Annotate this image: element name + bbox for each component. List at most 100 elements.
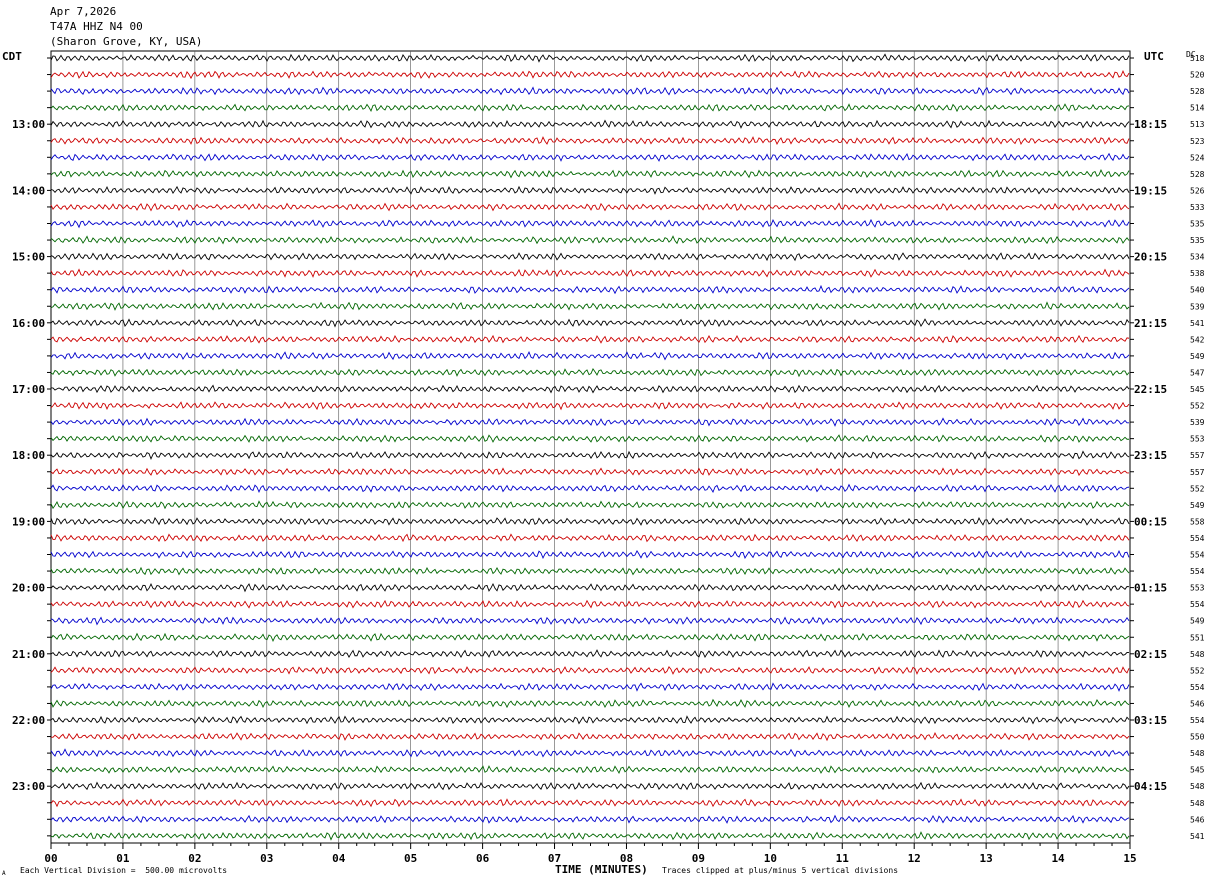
- left-hour-label: 17:00: [12, 383, 45, 396]
- trace-row: [50, 665, 1130, 676]
- dc-offset-value: 552: [1190, 484, 1205, 493]
- trace-row: [50, 86, 1130, 96]
- x-tick-label: 14: [1051, 852, 1065, 865]
- trace-row: [50, 599, 1130, 609]
- dc-offset-value: 526: [1190, 186, 1205, 195]
- dc-offset-value: 518: [1190, 54, 1205, 63]
- trace-row: [50, 103, 1130, 113]
- dc-offset-value: 533: [1190, 203, 1205, 212]
- right-hour-label: 04:15: [1134, 780, 1167, 793]
- x-tick-label: 13: [980, 852, 993, 865]
- dc-offset-value: 557: [1190, 451, 1205, 460]
- dc-offset-value: 541: [1190, 832, 1205, 841]
- x-tick-label: 10: [764, 852, 777, 865]
- trace-row: [50, 450, 1130, 461]
- trace-row: [50, 517, 1130, 526]
- dc-offset-value: 524: [1190, 153, 1205, 162]
- dc-offset-value: 540: [1190, 286, 1205, 295]
- trace-row: [50, 401, 1130, 411]
- dc-offset-value: 554: [1190, 567, 1205, 576]
- dc-offset-value: 558: [1190, 517, 1205, 526]
- dc-offset-value: 535: [1190, 236, 1205, 245]
- x-axis-title: TIME (MINUTES): [555, 863, 648, 876]
- trace-row: [50, 467, 1130, 477]
- x-tick-label: 09: [692, 852, 705, 865]
- dc-offset-value: 539: [1190, 302, 1205, 311]
- trace-row: [50, 781, 1130, 791]
- left-hour-label: 19:00: [12, 515, 45, 528]
- dc-offset-value: 547: [1190, 368, 1205, 377]
- dc-offset-value: 549: [1190, 501, 1205, 510]
- dc-offset-value: 554: [1190, 600, 1205, 609]
- trace-row: [50, 582, 1130, 593]
- trace-row: [50, 632, 1130, 643]
- dc-offset-value: 548: [1190, 650, 1205, 659]
- dc-offset-value: 548: [1190, 782, 1205, 791]
- clip-note: Traces clipped at plus/minus 5 vertical …: [662, 866, 899, 875]
- x-tick-label: 07: [548, 852, 561, 865]
- right-hour-label: 02:15: [1134, 648, 1167, 661]
- left-hour-label: 18:00: [12, 449, 45, 462]
- dc-offset-value: 550: [1190, 733, 1205, 742]
- left-hour-label: 14:00: [12, 184, 45, 197]
- trace-row: [50, 235, 1130, 245]
- trace-row: [50, 715, 1130, 725]
- right-timezone: UTC: [1144, 50, 1164, 63]
- x-tick-label: 08: [620, 852, 633, 865]
- dc-offset-value: 554: [1190, 716, 1205, 725]
- trace-row: [50, 748, 1130, 758]
- right-hour-label: 01:15: [1134, 582, 1167, 595]
- right-hour-label: 23:15: [1134, 449, 1167, 462]
- trace-row: [50, 119, 1130, 129]
- trace-row: [50, 152, 1130, 162]
- trace-row: [50, 649, 1130, 658]
- dc-offset-value: 554: [1190, 534, 1205, 543]
- dc-offset-value: 552: [1190, 666, 1205, 675]
- x-tick-label: 06: [476, 852, 490, 865]
- trace-row: [50, 53, 1130, 63]
- dc-offset-value: 513: [1190, 120, 1205, 129]
- x-tick-label: 15: [1123, 852, 1136, 865]
- trace-row: [50, 483, 1130, 494]
- plot-frame: [50, 50, 1131, 844]
- dc-offset-value: 551: [1190, 633, 1205, 642]
- dc-offset-value: 549: [1190, 352, 1205, 361]
- left-hour-label: 13:00: [12, 118, 45, 131]
- right-hour-label: 18:15: [1134, 118, 1167, 131]
- dc-offset-value: 552: [1190, 402, 1205, 411]
- x-tick-label: 04: [332, 852, 346, 865]
- scale-note: Each Vertical Division = 500.00 microvol…: [20, 866, 228, 875]
- dc-offset-value: 546: [1190, 815, 1205, 824]
- trace-row: [50, 185, 1130, 195]
- x-tick-label: 12: [908, 852, 921, 865]
- x-tick-label: 01: [116, 852, 130, 865]
- trace-row: [50, 168, 1130, 179]
- left-timezone: CDT: [2, 50, 22, 63]
- header-location: (Sharon Grove, KY, USA): [50, 35, 203, 48]
- dc-offset-value: 528: [1190, 170, 1205, 179]
- trace-row: [50, 368, 1130, 378]
- trace-row: [50, 202, 1130, 212]
- trace-row: [50, 434, 1130, 443]
- dc-offset-value: 541: [1190, 319, 1205, 328]
- dc-offset-value: 535: [1190, 220, 1205, 229]
- dc-offset-value: 557: [1190, 468, 1205, 477]
- x-tick-label: 02: [188, 852, 201, 865]
- trace-row: [50, 682, 1130, 692]
- dc-offset-value: 542: [1190, 335, 1205, 344]
- trace-row: [50, 334, 1130, 344]
- right-hour-label: 19:15: [1134, 184, 1167, 197]
- dc-offset-value: 539: [1190, 418, 1205, 427]
- dc-offset-value: 534: [1190, 253, 1205, 262]
- x-tick-label: 00: [44, 852, 57, 865]
- left-hour-label: 23:00: [12, 780, 45, 793]
- trace-row: [50, 731, 1130, 742]
- trace-row: [50, 417, 1130, 427]
- dc-offset-value: 545: [1190, 385, 1205, 394]
- trace-row: [50, 218, 1130, 229]
- trace-row: [50, 549, 1130, 560]
- trace-row: [50, 831, 1130, 841]
- dc-offset-value: 514: [1190, 104, 1205, 113]
- dc-offset-value: 554: [1190, 551, 1205, 560]
